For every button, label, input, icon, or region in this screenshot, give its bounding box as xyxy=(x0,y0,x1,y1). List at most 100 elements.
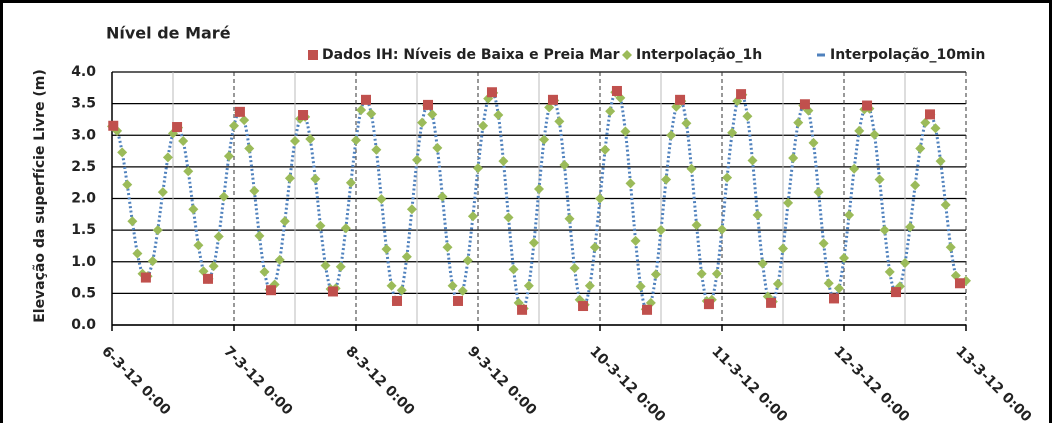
data-point xyxy=(742,111,753,122)
data-point xyxy=(528,237,539,248)
data-point xyxy=(766,297,777,308)
y-tick-label: 4.0 xyxy=(71,64,96,80)
data-point xyxy=(799,99,810,110)
data-point xyxy=(642,304,653,315)
data-point xyxy=(132,248,143,259)
data-point xyxy=(656,225,666,236)
data-point xyxy=(874,174,885,185)
legend-label: Interpolação_10min xyxy=(830,47,985,63)
x-tick-label: 9-3-12 0:00 xyxy=(464,343,539,418)
data-point xyxy=(559,159,570,170)
data-point xyxy=(223,151,234,162)
data-point xyxy=(208,261,219,272)
data-point xyxy=(202,273,213,284)
y-tick-label: 2.0 xyxy=(71,191,96,207)
data-point xyxy=(818,238,829,249)
data-point xyxy=(935,156,946,167)
data-point xyxy=(473,163,483,174)
data-point xyxy=(117,147,128,158)
data-point xyxy=(778,243,788,254)
data-point xyxy=(891,287,902,298)
y-tick-label: 0.5 xyxy=(71,285,96,301)
data-point xyxy=(371,144,382,155)
legend: Dados IH: Níveis de Baixa e Preia Mar Int… xyxy=(308,47,985,63)
plot xyxy=(107,85,971,315)
data-point xyxy=(376,194,387,205)
data-point xyxy=(584,280,595,291)
data-point xyxy=(327,286,338,297)
data-point xyxy=(432,142,443,153)
data-point xyxy=(829,293,840,304)
y-tick-label: 1.5 xyxy=(71,222,96,238)
data-point xyxy=(808,137,819,148)
data-point xyxy=(254,230,265,241)
data-point xyxy=(183,166,194,177)
data-point xyxy=(498,156,509,167)
data-point xyxy=(547,94,558,105)
data-point xyxy=(945,242,956,253)
data-point xyxy=(666,130,677,141)
data-point xyxy=(213,231,224,242)
data-point xyxy=(523,280,534,291)
data-point xyxy=(152,225,163,236)
data-point xyxy=(869,129,880,140)
x-tick-label: 8-3-12 0:00 xyxy=(342,343,417,418)
data-point xyxy=(517,304,528,315)
x-tick-label: 7-3-12 0:00 xyxy=(220,343,295,418)
data-point xyxy=(508,264,519,275)
data-point xyxy=(315,220,326,231)
y-tick-label: 1.0 xyxy=(71,254,96,270)
data-point xyxy=(462,255,473,266)
data-point xyxy=(813,187,824,198)
data-point xyxy=(757,258,768,269)
data-point xyxy=(611,85,622,96)
data-point xyxy=(950,270,961,281)
data-point xyxy=(140,272,151,283)
data-point xyxy=(544,102,555,113)
data-point xyxy=(783,197,794,208)
data-point xyxy=(157,187,168,198)
legend-label: Dados IH: Níveis de Baixa e Preia Mar xyxy=(322,47,620,63)
data-point xyxy=(747,155,758,166)
data-point xyxy=(172,122,183,133)
data-point xyxy=(675,94,686,105)
data-point xyxy=(839,252,849,263)
data-point xyxy=(122,179,133,190)
data-point xyxy=(188,204,199,215)
chart-title: Nível de Maré xyxy=(106,24,231,43)
data-point xyxy=(696,268,707,279)
data-point xyxy=(401,251,412,262)
data-point xyxy=(423,99,434,110)
data-point xyxy=(305,134,316,145)
data-point xyxy=(905,221,916,232)
y-axis-label: Elevação da superfície Livre (m) xyxy=(32,69,48,323)
y-tick-label: 0.0 xyxy=(71,317,96,333)
data-point xyxy=(849,163,860,174)
y-tick-label: 3.5 xyxy=(71,96,96,112)
data-point xyxy=(198,266,209,277)
y-tick-label: 2.5 xyxy=(71,159,96,175)
data-point xyxy=(298,110,309,121)
data-point xyxy=(691,220,702,231)
grid: 0.0 0.5 1.0 1.5 2.0 2.5 3.0 3.5 4.0 6-3-12 0:00 7-… xyxy=(71,64,1034,423)
data-point xyxy=(453,295,464,306)
data-point xyxy=(772,278,783,289)
data-point xyxy=(686,163,697,174)
data-point xyxy=(218,191,229,202)
data-point xyxy=(351,135,361,146)
data-point xyxy=(386,280,397,291)
data-point xyxy=(360,94,371,105)
y-tick-label: 3.0 xyxy=(71,127,96,143)
legend-swatch xyxy=(308,50,318,60)
data-point xyxy=(108,120,119,131)
data-point xyxy=(412,154,422,165)
data-point xyxy=(266,285,277,296)
data-point xyxy=(879,225,890,236)
data-point xyxy=(600,144,611,155)
data-point xyxy=(564,213,575,224)
data-point xyxy=(620,126,631,137)
data-point xyxy=(457,285,468,296)
data-point xyxy=(554,116,565,127)
data-point xyxy=(736,89,747,100)
